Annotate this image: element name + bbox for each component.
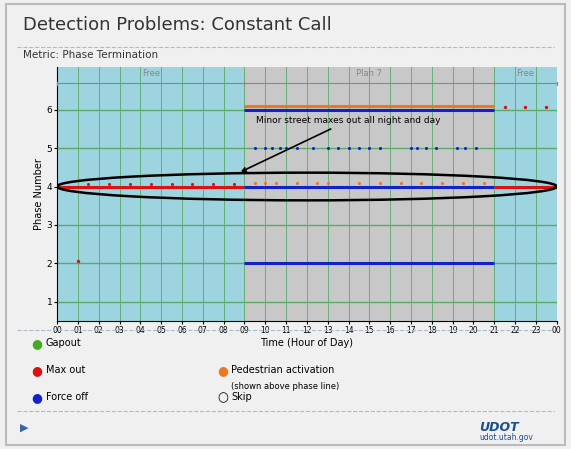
Point bbox=[292, 145, 301, 152]
Point bbox=[323, 145, 332, 152]
Text: Gapout: Gapout bbox=[46, 339, 82, 348]
Point bbox=[459, 180, 468, 187]
Bar bbox=[244, 67, 494, 321]
Point bbox=[396, 180, 405, 187]
Text: ●: ● bbox=[217, 364, 228, 377]
Point bbox=[188, 180, 197, 187]
Text: Pedestrian activation: Pedestrian activation bbox=[231, 365, 335, 375]
Point bbox=[146, 180, 155, 187]
Text: Plan 7: Plan 7 bbox=[356, 69, 383, 78]
Text: ●: ● bbox=[31, 337, 42, 350]
Point bbox=[282, 145, 291, 152]
Point bbox=[261, 145, 270, 152]
Point bbox=[292, 180, 301, 187]
Point bbox=[452, 145, 461, 152]
Point bbox=[230, 180, 239, 187]
Point bbox=[261, 180, 270, 187]
Point bbox=[323, 180, 332, 187]
Text: (shown above phase line): (shown above phase line) bbox=[231, 382, 340, 391]
Bar bbox=[57, 67, 244, 321]
Point bbox=[267, 145, 276, 152]
Point bbox=[471, 145, 480, 152]
Point bbox=[333, 145, 343, 152]
Point bbox=[355, 145, 364, 152]
Point bbox=[275, 145, 284, 152]
Point bbox=[542, 103, 551, 110]
Text: ○: ○ bbox=[217, 391, 228, 404]
Point bbox=[375, 180, 384, 187]
Point bbox=[271, 180, 280, 187]
Point bbox=[479, 180, 488, 187]
Text: ●: ● bbox=[31, 391, 42, 404]
Point bbox=[417, 180, 426, 187]
Point bbox=[104, 180, 114, 187]
Point bbox=[521, 103, 530, 110]
Text: udot.utah.gov: udot.utah.gov bbox=[480, 433, 533, 442]
X-axis label: Time (Hour of Day): Time (Hour of Day) bbox=[260, 338, 353, 348]
Point bbox=[421, 145, 430, 152]
Point bbox=[432, 145, 441, 152]
Text: Metric: Phase Termination: Metric: Phase Termination bbox=[23, 50, 158, 60]
Text: Detection Problems: Constant Call: Detection Problems: Constant Call bbox=[23, 16, 332, 34]
Text: ●: ● bbox=[31, 364, 42, 377]
Text: Skip: Skip bbox=[231, 392, 252, 402]
Point bbox=[500, 103, 509, 110]
Point bbox=[126, 180, 135, 187]
Point bbox=[355, 180, 364, 187]
Point bbox=[344, 145, 353, 152]
Point bbox=[308, 145, 317, 152]
Text: Force off: Force off bbox=[46, 392, 88, 402]
Point bbox=[250, 180, 259, 187]
Point bbox=[365, 145, 374, 152]
Point bbox=[407, 145, 416, 152]
Point bbox=[437, 180, 447, 187]
Point bbox=[208, 180, 218, 187]
Point bbox=[73, 257, 82, 264]
Text: Max out: Max out bbox=[46, 365, 85, 375]
Point bbox=[84, 180, 93, 187]
Text: UDOT: UDOT bbox=[480, 421, 519, 434]
Bar bbox=[494, 67, 557, 321]
Point bbox=[375, 145, 384, 152]
Point bbox=[167, 180, 176, 187]
Text: Minor street maxes out all night and day: Minor street maxes out all night and day bbox=[243, 116, 441, 171]
Point bbox=[461, 145, 470, 152]
Y-axis label: Phase Number: Phase Number bbox=[34, 158, 44, 230]
Text: ▶: ▶ bbox=[20, 423, 29, 432]
Text: Free: Free bbox=[142, 69, 160, 78]
Point bbox=[250, 145, 259, 152]
Text: Free: Free bbox=[516, 69, 534, 78]
Point bbox=[313, 180, 322, 187]
Point bbox=[413, 145, 422, 152]
